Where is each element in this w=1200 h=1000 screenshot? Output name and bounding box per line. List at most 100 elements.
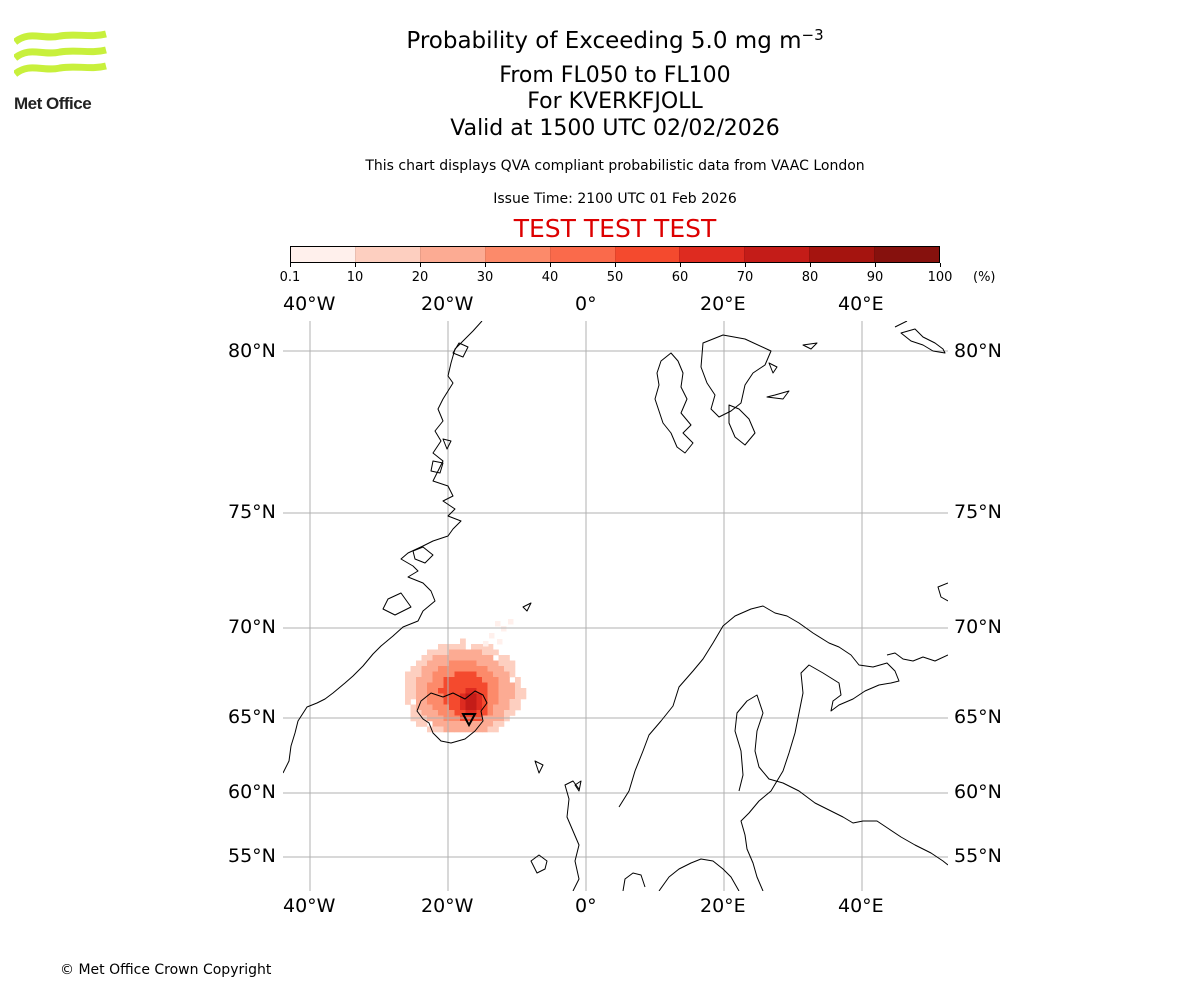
plume-cell [487, 721, 494, 727]
plume-cell [482, 671, 488, 678]
plume-cell [482, 677, 488, 683]
plume-cell [405, 671, 411, 678]
plume-cell [443, 710, 450, 716]
colorbar-segment [744, 247, 810, 262]
plume-cell [476, 693, 483, 700]
plume-cell [443, 693, 450, 700]
lon-label-top-0: 0° [575, 293, 597, 315]
plume-cell [504, 704, 510, 711]
colorbar-tick-label: 20 [411, 270, 429, 285]
lat-label-left-60n: 60°N [228, 781, 276, 803]
plume-cell [443, 655, 450, 661]
plume-cell [498, 710, 505, 716]
colorbar-tick-mark [420, 263, 421, 267]
plume-cell [405, 699, 411, 705]
lat-label-right-70n: 70°N [954, 616, 1002, 638]
plume-cell [432, 682, 439, 689]
plume-cell [476, 704, 483, 711]
plume-cell [410, 704, 417, 711]
colorbar-segment [484, 247, 550, 262]
plume-cell [504, 671, 510, 678]
plume-cell [493, 704, 499, 711]
colorbar-tick-label: 30 [476, 270, 494, 285]
ash-probability-plume [405, 619, 527, 733]
plume-cell [438, 699, 444, 705]
plume-cell [427, 699, 433, 705]
plume-cell [493, 666, 499, 672]
plume-cell [427, 677, 433, 683]
plume-cell [504, 655, 510, 661]
colorbar-tick-label: 0.1 [279, 270, 301, 285]
plume-cell [438, 726, 444, 733]
plume-cell [493, 699, 499, 705]
plume-cell [493, 726, 499, 733]
colorbar-tick-label: 50 [606, 270, 624, 285]
plume-cell [454, 666, 461, 672]
plume-cell [460, 721, 466, 727]
colorbar-segment [809, 247, 875, 262]
colorbar-segment [354, 247, 420, 262]
plume-cell [493, 660, 499, 667]
plume-cell [487, 699, 494, 705]
plume-cell [498, 721, 505, 727]
plume-cell [443, 699, 450, 705]
plume-cell [421, 666, 428, 672]
plume-cell [515, 704, 521, 711]
plume-cell [443, 726, 450, 733]
plume-cell [504, 682, 510, 689]
plume-cell [487, 710, 494, 716]
plume-cell [476, 649, 483, 656]
colorbar-tick-label: 70 [736, 270, 754, 285]
plume-cell [421, 693, 428, 700]
plume-cell [443, 666, 450, 672]
plume-cell [432, 688, 439, 694]
test-banner: TEST TEST TEST [513, 214, 717, 243]
plume-cell [509, 693, 516, 700]
scandinavia-coast [618, 605, 900, 891]
plume-cell [454, 710, 461, 716]
plume-cell [454, 677, 461, 683]
plume-cell [460, 704, 466, 711]
plume-cell [443, 688, 450, 694]
plume-cell [438, 688, 444, 694]
copyright-text: © Met Office Crown Copyright [60, 962, 272, 978]
plume-cell [432, 726, 439, 733]
plume-cell [515, 688, 521, 694]
plume-cell [493, 693, 499, 700]
plume-cell [471, 649, 477, 656]
plume-cell [421, 699, 428, 705]
plume-cell [427, 666, 433, 672]
plume-cell [465, 666, 472, 672]
plume-cell [515, 699, 521, 705]
plume-cell [460, 671, 466, 678]
plume-cell [482, 710, 488, 716]
lon-label-bottom-40e: 40°E [838, 895, 884, 917]
plume-cell [432, 671, 439, 678]
plume-cell [493, 721, 499, 727]
plume-cell [493, 710, 499, 716]
plume-cell [454, 704, 461, 711]
plume-cell [471, 721, 477, 727]
issue-time-text: Issue Time: 2100 UTC 01 Feb 2026 [493, 191, 737, 207]
plume-cell [497, 639, 503, 645]
lon-label-bottom-20e: 20°E [700, 895, 746, 917]
lon-label-top-40w: 40°W [283, 293, 336, 315]
plume-cell [432, 693, 439, 700]
plume-cell [416, 671, 422, 678]
logo-text: Met Office [14, 94, 92, 113]
plume-cell [432, 677, 439, 683]
plume-cell [427, 671, 433, 678]
plume-cell [410, 666, 417, 672]
plume-cell [493, 688, 499, 694]
plume-cell [487, 660, 494, 667]
plume-cell [509, 688, 516, 694]
plume-cell [449, 644, 455, 650]
plume-cell [416, 682, 422, 689]
plume-cell [476, 682, 483, 689]
plume-cell [509, 660, 516, 667]
plume-cell [427, 660, 433, 667]
plume-cell [449, 688, 455, 694]
plume-cell [460, 638, 466, 645]
plume-cell [482, 655, 488, 661]
plume-cell [487, 704, 494, 711]
